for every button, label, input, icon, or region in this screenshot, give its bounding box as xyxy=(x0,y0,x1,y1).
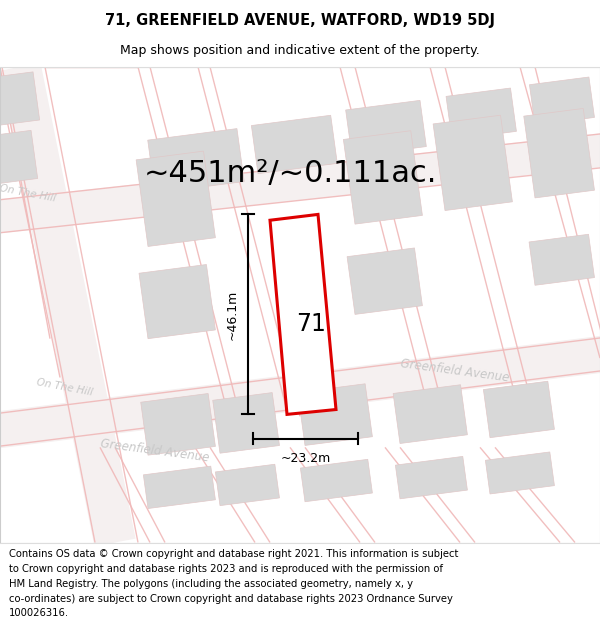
Polygon shape xyxy=(298,384,373,446)
Polygon shape xyxy=(446,88,517,139)
Polygon shape xyxy=(524,108,595,198)
Polygon shape xyxy=(393,385,467,444)
Polygon shape xyxy=(347,248,422,314)
Polygon shape xyxy=(529,77,595,125)
Polygon shape xyxy=(433,115,512,211)
Polygon shape xyxy=(346,101,427,156)
Polygon shape xyxy=(143,466,215,509)
Polygon shape xyxy=(139,264,215,339)
Polygon shape xyxy=(148,129,244,193)
Polygon shape xyxy=(251,115,337,174)
Text: ~23.2m: ~23.2m xyxy=(280,451,331,464)
Polygon shape xyxy=(0,132,600,234)
Text: 71, GREENFIELD AVENUE, WATFORD, WD19 5DJ: 71, GREENFIELD AVENUE, WATFORD, WD19 5DJ xyxy=(105,12,495,28)
Polygon shape xyxy=(215,464,280,506)
Polygon shape xyxy=(0,335,600,449)
Text: co-ordinates) are subject to Crown copyright and database rights 2023 Ordnance S: co-ordinates) are subject to Crown copyr… xyxy=(9,594,453,604)
Text: Greenfield Avenue: Greenfield Avenue xyxy=(100,437,210,464)
Text: to Crown copyright and database rights 2023 and is reproduced with the permissio: to Crown copyright and database rights 2… xyxy=(9,564,443,574)
Text: Map shows position and indicative extent of the property.: Map shows position and indicative extent… xyxy=(120,44,480,57)
Polygon shape xyxy=(0,63,136,546)
Text: On The Hill: On The Hill xyxy=(36,377,94,398)
Polygon shape xyxy=(0,72,40,125)
Text: ~451m²/~0.111ac.: ~451m²/~0.111ac. xyxy=(143,159,437,188)
Polygon shape xyxy=(136,151,215,246)
Polygon shape xyxy=(395,456,467,499)
Text: Contains OS data © Crown copyright and database right 2021. This information is : Contains OS data © Crown copyright and d… xyxy=(9,549,458,559)
Text: ~46.1m: ~46.1m xyxy=(226,289,239,339)
Text: 100026316.: 100026316. xyxy=(9,609,69,619)
Polygon shape xyxy=(0,131,38,183)
Polygon shape xyxy=(141,394,215,455)
Text: HM Land Registry. The polygons (including the associated geometry, namely x, y: HM Land Registry. The polygons (includin… xyxy=(9,579,413,589)
Text: 71: 71 xyxy=(296,312,326,336)
Polygon shape xyxy=(213,392,280,453)
Polygon shape xyxy=(301,459,373,502)
Text: On The Hill: On The Hill xyxy=(0,183,57,203)
Text: Greenfield Avenue: Greenfield Avenue xyxy=(400,357,510,384)
Polygon shape xyxy=(484,381,554,438)
Polygon shape xyxy=(270,214,336,414)
Polygon shape xyxy=(529,234,595,285)
Polygon shape xyxy=(343,131,422,224)
Polygon shape xyxy=(485,452,554,494)
